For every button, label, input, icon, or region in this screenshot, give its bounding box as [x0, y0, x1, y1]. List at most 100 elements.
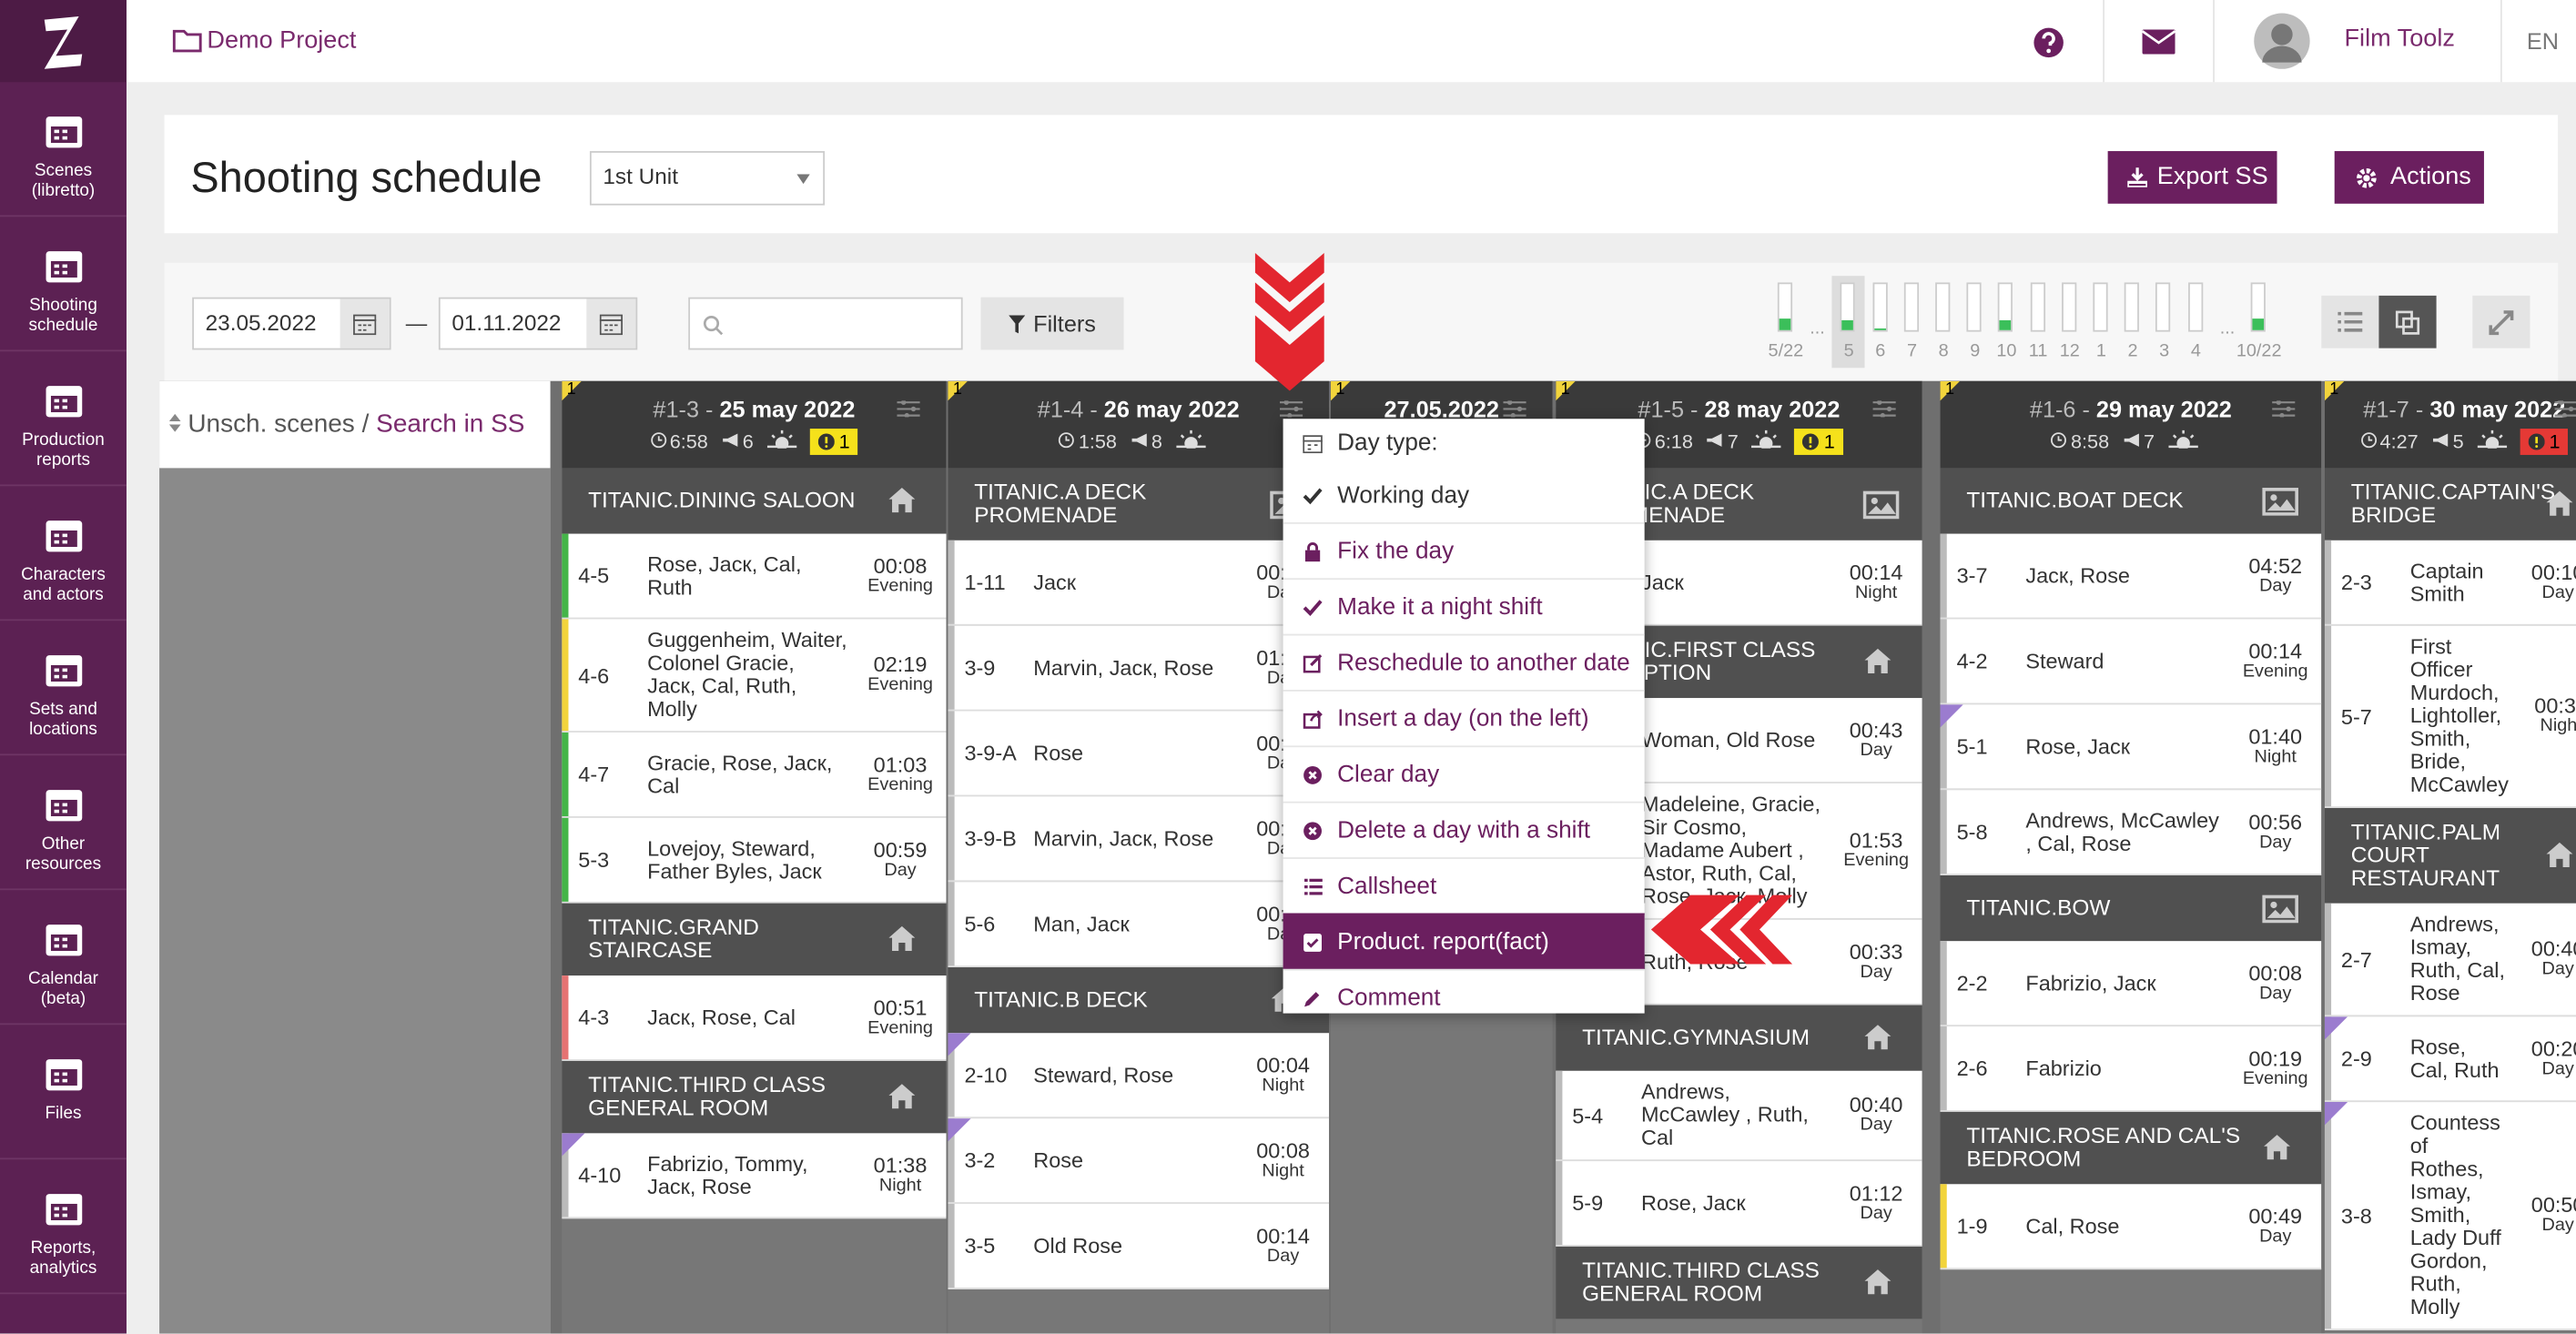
strip-bar[interactable]: [1935, 282, 1951, 332]
filters-button[interactable]: Filters: [980, 297, 1124, 350]
board-view[interactable]: [2378, 295, 2437, 349]
unscheduled-link[interactable]: Unsch. scenes: [188, 410, 355, 439]
set-header[interactable]: TITANIC.B DECK: [948, 967, 1330, 1034]
menu-item[interactable]: Delete a day with a shift: [1283, 801, 1645, 857]
menu-item[interactable]: Callsheet: [1283, 857, 1645, 913]
search-input[interactable]: [688, 297, 963, 350]
scene-row[interactable]: 5-4 Andrews, McCawley , Ruth, Cal 00:40 Day: [1556, 1070, 1922, 1162]
list-view[interactable]: [2321, 295, 2379, 349]
date-to[interactable]: 01.11.2022: [438, 297, 638, 350]
scene-row[interactable]: 4-10 Fabrizio, Tommy, Jacк, Rose 01:38 Nigh…: [562, 1133, 947, 1219]
unit-select[interactable]: 1st Unit: [589, 151, 826, 206]
strip-bar[interactable]: [2250, 282, 2266, 332]
strip-bar[interactable]: [1966, 282, 1982, 332]
sidebar-item[interactable]: Production reports: [0, 351, 127, 487]
scene-row[interactable]: 3-5 Old Rose 00:14 Day: [948, 1203, 1330, 1289]
scene-row[interactable]: 5-8 Andrews, McCawley , Cal, Rose 00:56 Day: [1940, 790, 2322, 875]
set-icon: [2262, 488, 2298, 516]
sidebar-item[interactable]: Other resources: [0, 755, 127, 891]
actions-button[interactable]: Actions: [2334, 151, 2484, 204]
menu-item[interactable]: Insert a day (on the left): [1283, 690, 1645, 745]
date-from[interactable]: 23.05.2022: [192, 297, 391, 350]
scene-row[interactable]: 3-7 Jacк, Rose 04:52 Day: [1940, 533, 2322, 620]
scene-time-box: 00:08 Evening: [855, 554, 947, 595]
menu-item[interactable]: Working day: [1283, 468, 1645, 522]
strip-bar[interactable]: [2125, 282, 2140, 332]
sidebar-item[interactable]: Reports, analytics: [0, 1159, 127, 1295]
export-button[interactable]: Export SS: [2107, 151, 2277, 204]
help-icon[interactable]: [2033, 26, 2065, 59]
scene-row[interactable]: 5-3 Lovejoy, Steward, Father Byles, Jacк 0…: [562, 817, 947, 904]
scene-row[interactable]: 2-10 Steward, Rose 00:04 Night: [948, 1033, 1330, 1119]
set-header[interactable]: TITANIC.DINING SALOON: [562, 468, 947, 534]
strip-bar[interactable]: [1871, 282, 1888, 332]
fullscreen-button[interactable]: [2472, 295, 2530, 349]
sidebar-item[interactable]: Sets and locations: [0, 621, 127, 756]
strip-bar[interactable]: [2155, 282, 2171, 332]
scene-row[interactable]: 4-5 Rose, Jacк, Cal, Ruth 00:08 Evening: [562, 533, 947, 620]
strip-bar[interactable]: [2061, 282, 2076, 332]
set-header[interactable]: TITANIC.A DECK PROMENADE: [948, 468, 1330, 541]
set-header[interactable]: TITANIC.PALM COURT RESTAURANT: [2324, 807, 2576, 904]
strip-bar[interactable]: [1998, 282, 2013, 332]
scene-row[interactable]: 2-9 Rose, Cal, Ruth 00:20Day: [2324, 1016, 2576, 1103]
logo[interactable]: [0, 0, 127, 83]
scene-row[interactable]: 3-9-ARose00:05Day: [948, 711, 1330, 797]
menu-item[interactable]: Make it a night shift: [1283, 578, 1645, 633]
scene-row[interactable]: 5-7 First Officer Murdoch, Lightoller, Sm…: [2324, 625, 2576, 808]
scene-row[interactable]: 4-6 Guggenheim, Waiter, Colonel Gracie, J…: [562, 619, 947, 733]
language[interactable]: EN: [2526, 27, 2559, 55]
scene-row[interactable]: 3-2 Rose 00:08 Night: [948, 1118, 1330, 1204]
scene-row[interactable]: 2-6 Fabrizio 00:19 Evening: [1940, 1026, 2322, 1112]
menu-item[interactable]: Clear day: [1283, 745, 1645, 801]
set-header[interactable]: TITANIC.CAPTAIN'S BRIDGE: [2324, 468, 2576, 541]
strip-bar[interactable]: [2030, 282, 2045, 332]
set-header[interactable]: TITANIC.BOW: [1940, 874, 2322, 942]
scene-row[interactable]: 5-1 Rose, Jacк 01:40 Night: [1940, 704, 2322, 791]
day-header[interactable]: 1 #1-3 - 25 may 2022 6:58 6 1: [562, 380, 947, 469]
sidebar-item[interactable]: Calendar (beta): [0, 890, 127, 1026]
set-header[interactable]: TITANIC.THIRD CLASS GENERAL ROOM: [562, 1060, 947, 1134]
strip-bar[interactable]: [2187, 282, 2203, 332]
sidebar-item[interactable]: Scenes (libretto): [0, 82, 127, 217]
sidebar-item[interactable]: Shooting schedule: [0, 217, 127, 352]
set-header[interactable]: TITANIC.GYMNASIUM: [1556, 1005, 1922, 1071]
avatar[interactable]: [2252, 12, 2311, 71]
menu-item[interactable]: Reschedule to another date: [1283, 633, 1645, 690]
strip-bar[interactable]: [1841, 282, 1856, 332]
mail-icon[interactable]: [2142, 29, 2175, 55]
scene-row[interactable]: 5-9 Rose, Jacк 01:12 Day: [1556, 1161, 1922, 1247]
sidebar-item[interactable]: Files: [0, 1025, 127, 1160]
day-header[interactable]: 1 #1-7 - 30 may 2022 4:27 5 1: [2324, 380, 2576, 469]
day-title: 27.05.2022: [1331, 381, 1553, 422]
scene-row[interactable]: 2-3 Captain Smith 00:10Day: [2324, 540, 2576, 626]
search-link[interactable]: Search in SS: [376, 410, 525, 439]
set-header[interactable]: TITANIC.THIRD CLASS GENERAL ROOM: [1556, 1246, 1922, 1319]
scene-row[interactable]: 4-7 Gracie, Rose, Jacк, Cal 01:03 Evening: [562, 732, 947, 818]
strip-bar[interactable]: [1777, 282, 1793, 332]
menu-item[interactable]: Comment: [1283, 968, 1645, 1025]
project-link[interactable]: Demo Project: [207, 25, 357, 55]
set-header[interactable]: TITANIC.ROSE AND CAL'S BEDROOM: [1940, 1111, 2322, 1185]
strip-bar[interactable]: [1903, 282, 1919, 332]
day-header[interactable]: 1 #1-6 - 29 may 2022 8:58 7: [1940, 380, 2322, 469]
scene-row[interactable]: 1-11Jacк00:05Day: [948, 540, 1330, 626]
scene-row[interactable]: 1-9 Cal, Rose 00:49 Day: [1940, 1184, 2322, 1270]
set-header[interactable]: TITANIC.BOAT DECK: [1940, 468, 2322, 534]
menu-item[interactable]: Product. report(fact): [1283, 913, 1645, 969]
scene-row[interactable]: 2-2 Fabrizio, Jacк 00:08 Day: [1940, 941, 2322, 1027]
scene-row[interactable]: 3-8 Countess of Rothes, Ismay, Smith, Lad…: [2324, 1102, 2576, 1330]
sidebar-item[interactable]: Characters and actors: [0, 486, 127, 622]
scene-row[interactable]: 4-2 Steward 00:14 Evening: [1940, 619, 2322, 705]
menu-item[interactable]: Fix the day: [1283, 521, 1645, 578]
strip-bar[interactable]: [2093, 282, 2108, 332]
day-header[interactable]: 1 #1-4 - 26 may 2022 1:58 8: [948, 380, 1330, 469]
scene-row[interactable]: 4-3 Jacк, Rose, Cal 00:51 Evening: [562, 975, 947, 1061]
set-header[interactable]: TITANIC.GRAND STAIRCASE: [562, 903, 947, 976]
user-name[interactable]: Film Toolz: [2344, 25, 2455, 53]
